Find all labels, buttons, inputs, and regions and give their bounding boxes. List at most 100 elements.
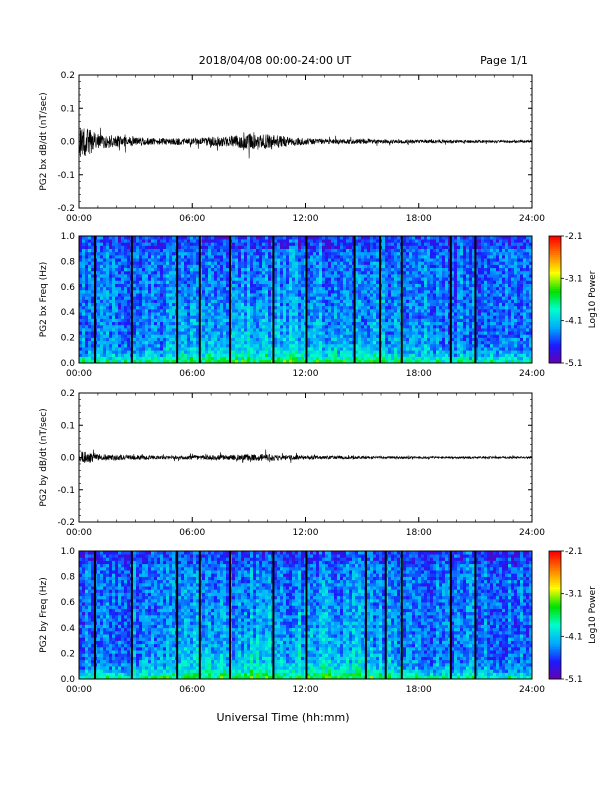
spectrogram-cell bbox=[415, 258, 418, 261]
spectrogram-cell bbox=[364, 312, 367, 315]
spectrogram-cell bbox=[232, 331, 235, 334]
spectrogram-cell bbox=[322, 268, 325, 271]
spectrogram-cell bbox=[286, 309, 289, 312]
spectrogram-cell bbox=[364, 322, 367, 325]
spectrogram-cell bbox=[172, 265, 175, 268]
spectrogram-cell bbox=[382, 255, 385, 258]
spectrogram-cell bbox=[337, 271, 340, 274]
spectrogram-cell bbox=[205, 290, 208, 293]
spectrogram-cell bbox=[310, 353, 313, 356]
spectrogram-cell bbox=[208, 353, 211, 356]
spectrogram-cell bbox=[385, 322, 388, 325]
spectrogram-cell bbox=[115, 341, 118, 344]
spectrogram-cell bbox=[370, 344, 373, 347]
spectrogram-cell bbox=[187, 303, 190, 306]
spectrogram-cell bbox=[397, 357, 400, 360]
spectrogram-cell bbox=[328, 347, 331, 350]
spectrogram-cell bbox=[157, 261, 160, 264]
spectrogram-cell bbox=[211, 277, 214, 280]
spectrogram-cell bbox=[124, 338, 127, 341]
spectrogram-cell bbox=[151, 350, 154, 353]
spectrogram-cell bbox=[307, 255, 310, 258]
spectrogram-cell bbox=[232, 312, 235, 315]
spectrogram-cell bbox=[202, 322, 205, 325]
spectrogram-cell bbox=[88, 331, 91, 334]
spectrogram-cell bbox=[190, 290, 193, 293]
spectrogram-cell bbox=[166, 300, 169, 303]
spectrogram-cell bbox=[100, 268, 103, 271]
spectrogram-cell bbox=[103, 277, 106, 280]
spectrogram-cell bbox=[103, 300, 106, 303]
spectrogram-cell bbox=[346, 242, 349, 245]
spectrogram-cell bbox=[277, 252, 280, 255]
spectrogram-cell bbox=[325, 280, 328, 283]
spectrogram-cell bbox=[289, 255, 292, 258]
spectrogram-cell bbox=[364, 242, 367, 245]
spectrogram-cell bbox=[406, 325, 409, 328]
spectrogram-cell bbox=[127, 284, 130, 287]
spectrogram-cell bbox=[142, 268, 145, 271]
spectrogram-cell bbox=[307, 357, 310, 360]
spectrogram-cell bbox=[391, 249, 394, 252]
spectrogram-cell bbox=[334, 331, 337, 334]
spectrogram-cell bbox=[124, 287, 127, 290]
spectrogram-cell bbox=[280, 246, 283, 249]
spectrogram-cell bbox=[223, 252, 226, 255]
spectrogram-cell bbox=[328, 274, 331, 277]
spectrogram-cell bbox=[415, 268, 418, 271]
spectrogram-cell bbox=[118, 338, 121, 341]
spectrogram-cell bbox=[349, 249, 352, 252]
spectrogram-cell bbox=[289, 265, 292, 268]
spectrogram-cell bbox=[286, 236, 289, 239]
spectrogram-cell bbox=[361, 280, 364, 283]
spectrogram-cell bbox=[106, 258, 109, 261]
spectrogram-cell bbox=[337, 246, 340, 249]
spectrogram-cell bbox=[115, 347, 118, 350]
spectrogram-cell bbox=[184, 246, 187, 249]
spectrogram-cell bbox=[181, 315, 184, 318]
spectrogram-cell bbox=[235, 242, 238, 245]
spectrogram-cell bbox=[133, 315, 136, 318]
spectrogram-cell bbox=[244, 277, 247, 280]
spectrogram-cell bbox=[172, 300, 175, 303]
spectrogram-cell bbox=[91, 265, 94, 268]
spectrogram-cell bbox=[430, 312, 433, 315]
spectrogram-cell bbox=[151, 239, 154, 242]
spectrogram-cell bbox=[418, 261, 421, 264]
spectrogram-cell bbox=[274, 261, 277, 264]
spectrogram-cell bbox=[172, 328, 175, 331]
spectrogram-cell bbox=[193, 277, 196, 280]
spectrogram-cell bbox=[391, 341, 394, 344]
spectrogram-cell bbox=[409, 325, 412, 328]
spectrogram-cell bbox=[298, 242, 301, 245]
spectrogram-cell bbox=[184, 315, 187, 318]
spectrogram-cell bbox=[424, 246, 427, 249]
spectrogram-cell bbox=[289, 239, 292, 242]
spectrogram-cell bbox=[373, 249, 376, 252]
spectrogram-cell bbox=[250, 322, 253, 325]
spectrogram-cell bbox=[166, 347, 169, 350]
spectrogram-cell bbox=[427, 334, 430, 337]
spectrogram-cell bbox=[412, 274, 415, 277]
spectrogram-cell bbox=[430, 249, 433, 252]
spectrogram-cell bbox=[319, 274, 322, 277]
spectrogram-cell bbox=[295, 315, 298, 318]
spectrogram-cell bbox=[328, 338, 331, 341]
spectrogram-cell bbox=[250, 344, 253, 347]
spectrogram-cell bbox=[295, 274, 298, 277]
spectrogram-cell bbox=[274, 246, 277, 249]
spectrogram-cell bbox=[346, 265, 349, 268]
spectrogram-cell bbox=[97, 331, 100, 334]
spectrogram-cell bbox=[328, 341, 331, 344]
spectrogram-cell bbox=[337, 268, 340, 271]
spectrogram-cell bbox=[247, 242, 250, 245]
spectrogram-cell bbox=[409, 239, 412, 242]
spectrogram-cell bbox=[367, 261, 370, 264]
spectrogram-cell bbox=[394, 322, 397, 325]
spectrogram-cell bbox=[202, 287, 205, 290]
spectrogram-cell bbox=[427, 303, 430, 306]
spectrogram-cell bbox=[403, 306, 406, 309]
spectrogram-cell bbox=[262, 296, 265, 299]
spectrogram-cell bbox=[427, 344, 430, 347]
spectrogram-cell bbox=[145, 341, 148, 344]
